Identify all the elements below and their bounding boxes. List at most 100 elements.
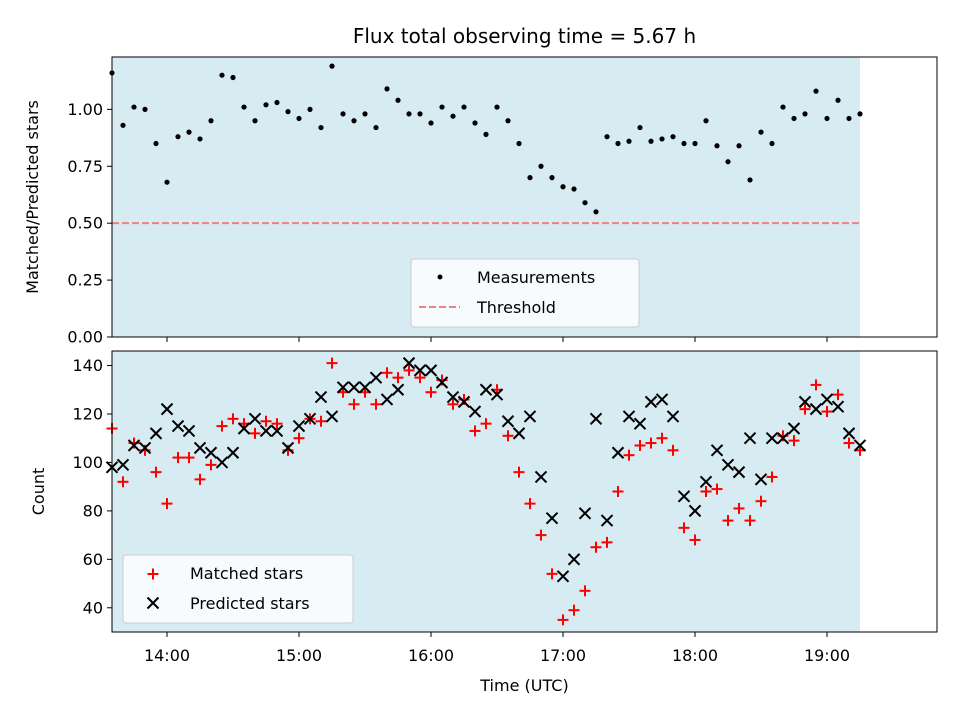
matched-star-point-59 [755, 495, 767, 507]
predicted-star-point-67 [842, 427, 856, 440]
bottom-ytick-label-2: 80 [83, 501, 103, 520]
predicted-star-point-46 [611, 446, 625, 459]
measurement-point-65 [824, 115, 830, 122]
predicted-star-point-37 [512, 427, 526, 440]
legend-measurements-marker [437, 274, 443, 280]
legend-predicted-marker [146, 596, 160, 610]
measurement-point-35 [494, 104, 500, 110]
bottom-axes-frame [111, 350, 938, 633]
predicted-star-point-38 [523, 410, 537, 423]
matched-star-point-58 [744, 515, 756, 527]
bottom-y-axis-ticks: 40 60 80 100 120 140 [72, 356, 112, 617]
measurement-point-21 [340, 111, 346, 117]
predicted-star-point-16 [281, 441, 295, 455]
matched-star-point-22 [348, 398, 360, 410]
measurement-point-57 [736, 143, 742, 149]
matched-star-point-31 [447, 398, 459, 410]
predicted-star-point-27 [402, 356, 416, 370]
top-legend-box [410, 258, 640, 328]
measurement-point-29 [428, 120, 434, 126]
x-tick-label-1: 15:00 [276, 646, 322, 665]
matched-star-point-7 [183, 452, 195, 464]
measurement-point-20 [329, 63, 335, 69]
x-tick-label-2: 16:00 [408, 646, 454, 665]
bottom-legend-box [122, 554, 354, 624]
measurement-point-6 [175, 134, 181, 140]
bottom-ytick-label-4: 120 [72, 404, 103, 423]
legend-measurements-label: Measurements [477, 268, 595, 287]
matched-star-point-13 [249, 427, 261, 439]
predicted-star-point-33 [468, 405, 482, 418]
matched-star-point-4 [150, 466, 162, 478]
measurement-point-34 [483, 131, 489, 137]
matched-star-point-11 [227, 413, 239, 425]
measurement-point-13 [252, 118, 258, 124]
predicted-star-point-56 [721, 458, 735, 472]
x-tick-label-5: 19:00 [804, 646, 850, 665]
top-ytick-label-1: 0.25 [67, 271, 103, 290]
measurement-point-4 [153, 140, 159, 147]
predicted-star-point-45 [600, 514, 614, 527]
measurement-point-47 [626, 138, 632, 144]
measurement-point-40 [549, 175, 555, 181]
predicted-star-point-48 [633, 417, 647, 430]
matched-star-point-56 [722, 515, 734, 527]
measurement-point-67 [846, 115, 852, 122]
matched-star-point-5 [161, 498, 173, 510]
measurement-point-33 [472, 120, 478, 126]
predicted-star-point-18 [303, 412, 317, 426]
matched-star-point-10 [216, 420, 228, 432]
measurement-point-45 [604, 134, 610, 140]
matched-star-point-53 [689, 534, 701, 546]
measurement-point-2 [131, 104, 137, 110]
predicted-star-point-34 [479, 383, 493, 396]
top-legend: Measurements Threshold [410, 258, 640, 328]
predicted-star-point-63 [798, 395, 812, 409]
predicted-star-point-24 [369, 371, 383, 384]
bottom-x-axis-ticks: 14:00 15:00 16:00 17:00 18:00 19:00 [144, 632, 850, 665]
predicted-star-point-25 [380, 393, 394, 406]
measurement-point-62 [791, 115, 797, 122]
predicted-star-point-23 [358, 381, 372, 394]
matched-star-point-49 [645, 437, 657, 449]
predicted-star-point-13 [248, 412, 262, 426]
measurement-point-43 [582, 200, 588, 206]
matched-star-point-45 [601, 536, 613, 548]
matched-star-point-24 [370, 398, 382, 410]
predicted-star-point-26 [391, 383, 405, 396]
measurement-point-59 [758, 129, 764, 135]
legend-predicted-label: Predicted stars [190, 594, 310, 613]
matched-star-point-43 [579, 585, 591, 597]
predicted-star-point-2 [127, 439, 141, 452]
measurement-point-17 [296, 115, 302, 122]
matched-star-point-39 [535, 529, 547, 541]
top-ytick-label-0: 0.00 [67, 328, 103, 347]
predicted-star-point-58 [743, 431, 757, 445]
bottom-y-axis-label: Count [29, 468, 48, 516]
measurement-point-60 [769, 140, 775, 147]
top-ytick-label-4: 1.00 [67, 100, 103, 119]
measurement-point-15 [274, 99, 280, 106]
predicted-star-point-36 [501, 415, 515, 428]
measurement-point-51 [670, 134, 676, 140]
predicted-star-point-40 [545, 511, 559, 525]
matched-star-point-52 [678, 522, 690, 534]
predicted-star-point-30 [435, 376, 449, 389]
matched-star-point-1 [117, 476, 129, 488]
predicted-star-point-32 [457, 395, 471, 409]
measurement-point-24 [373, 124, 379, 131]
matched-star-point-62 [788, 435, 800, 447]
predicted-star-point-21 [336, 381, 350, 394]
predicted-star-point-44 [589, 412, 603, 426]
matched-star-point-66 [832, 389, 844, 401]
bottom-ytick-label-5: 140 [72, 356, 103, 375]
measurement-point-22 [351, 118, 357, 124]
bottom-ytick-label-3: 100 [72, 453, 103, 472]
predicted-star-point-22 [347, 381, 361, 394]
predicted-star-point-43 [578, 507, 592, 520]
matched-star-point-48 [634, 439, 646, 451]
measurement-point-55 [714, 143, 720, 149]
measurement-point-46 [615, 140, 621, 147]
measurement-point-37 [516, 140, 522, 147]
